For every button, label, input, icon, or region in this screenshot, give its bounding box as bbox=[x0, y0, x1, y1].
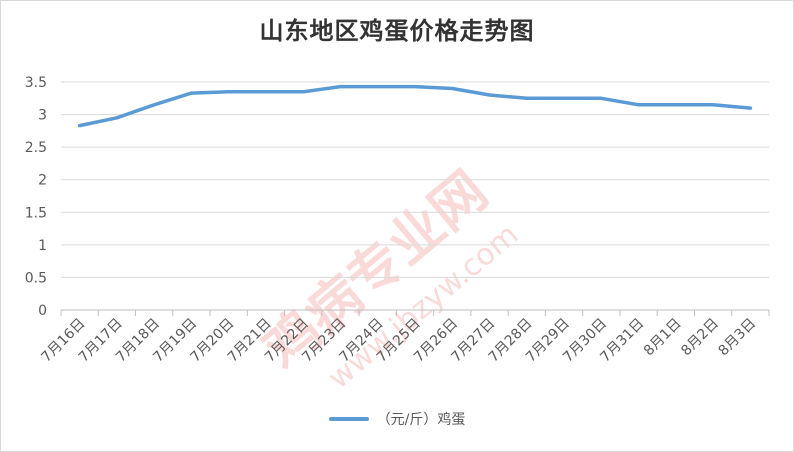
chart-title: 山东地区鸡蛋价格走势图 bbox=[259, 16, 535, 45]
y-tick-label: 0 bbox=[38, 303, 47, 319]
y-tick-label: 1 bbox=[38, 238, 47, 254]
x-tick-label: 8月3日 bbox=[715, 316, 759, 360]
plot-area: 0 0.5 1 1.5 2 2.5 3 3.5 7月16日7月17日7月18日7月19日7月2… bbox=[25, 75, 770, 366]
y-tick-label: 2 bbox=[38, 173, 47, 189]
y-axis: 0 0.5 1 1.5 2 2.5 3 3.5 bbox=[25, 75, 47, 319]
legend: （元/斤）鸡蛋 bbox=[1, 409, 793, 429]
y-tick-label: 0.5 bbox=[25, 270, 47, 286]
series-line-egg-price bbox=[77, 84, 753, 128]
x-axis: 7月16日7月17日7月18日7月19日7月20日7月21日7月22日7月23日… bbox=[38, 310, 770, 366]
gridlines bbox=[61, 81, 769, 311]
x-tick-label: 8月2日 bbox=[678, 316, 722, 360]
y-tick-label: 1.5 bbox=[25, 205, 47, 221]
legend-label: （元/斤）鸡蛋 bbox=[376, 412, 466, 428]
y-tick-label: 2.5 bbox=[25, 140, 47, 156]
y-tick-label: 3.5 bbox=[25, 75, 47, 91]
x-tick-label: 8月1日 bbox=[641, 316, 685, 360]
y-tick-label: 3 bbox=[38, 108, 47, 124]
legend-swatch bbox=[328, 417, 369, 421]
